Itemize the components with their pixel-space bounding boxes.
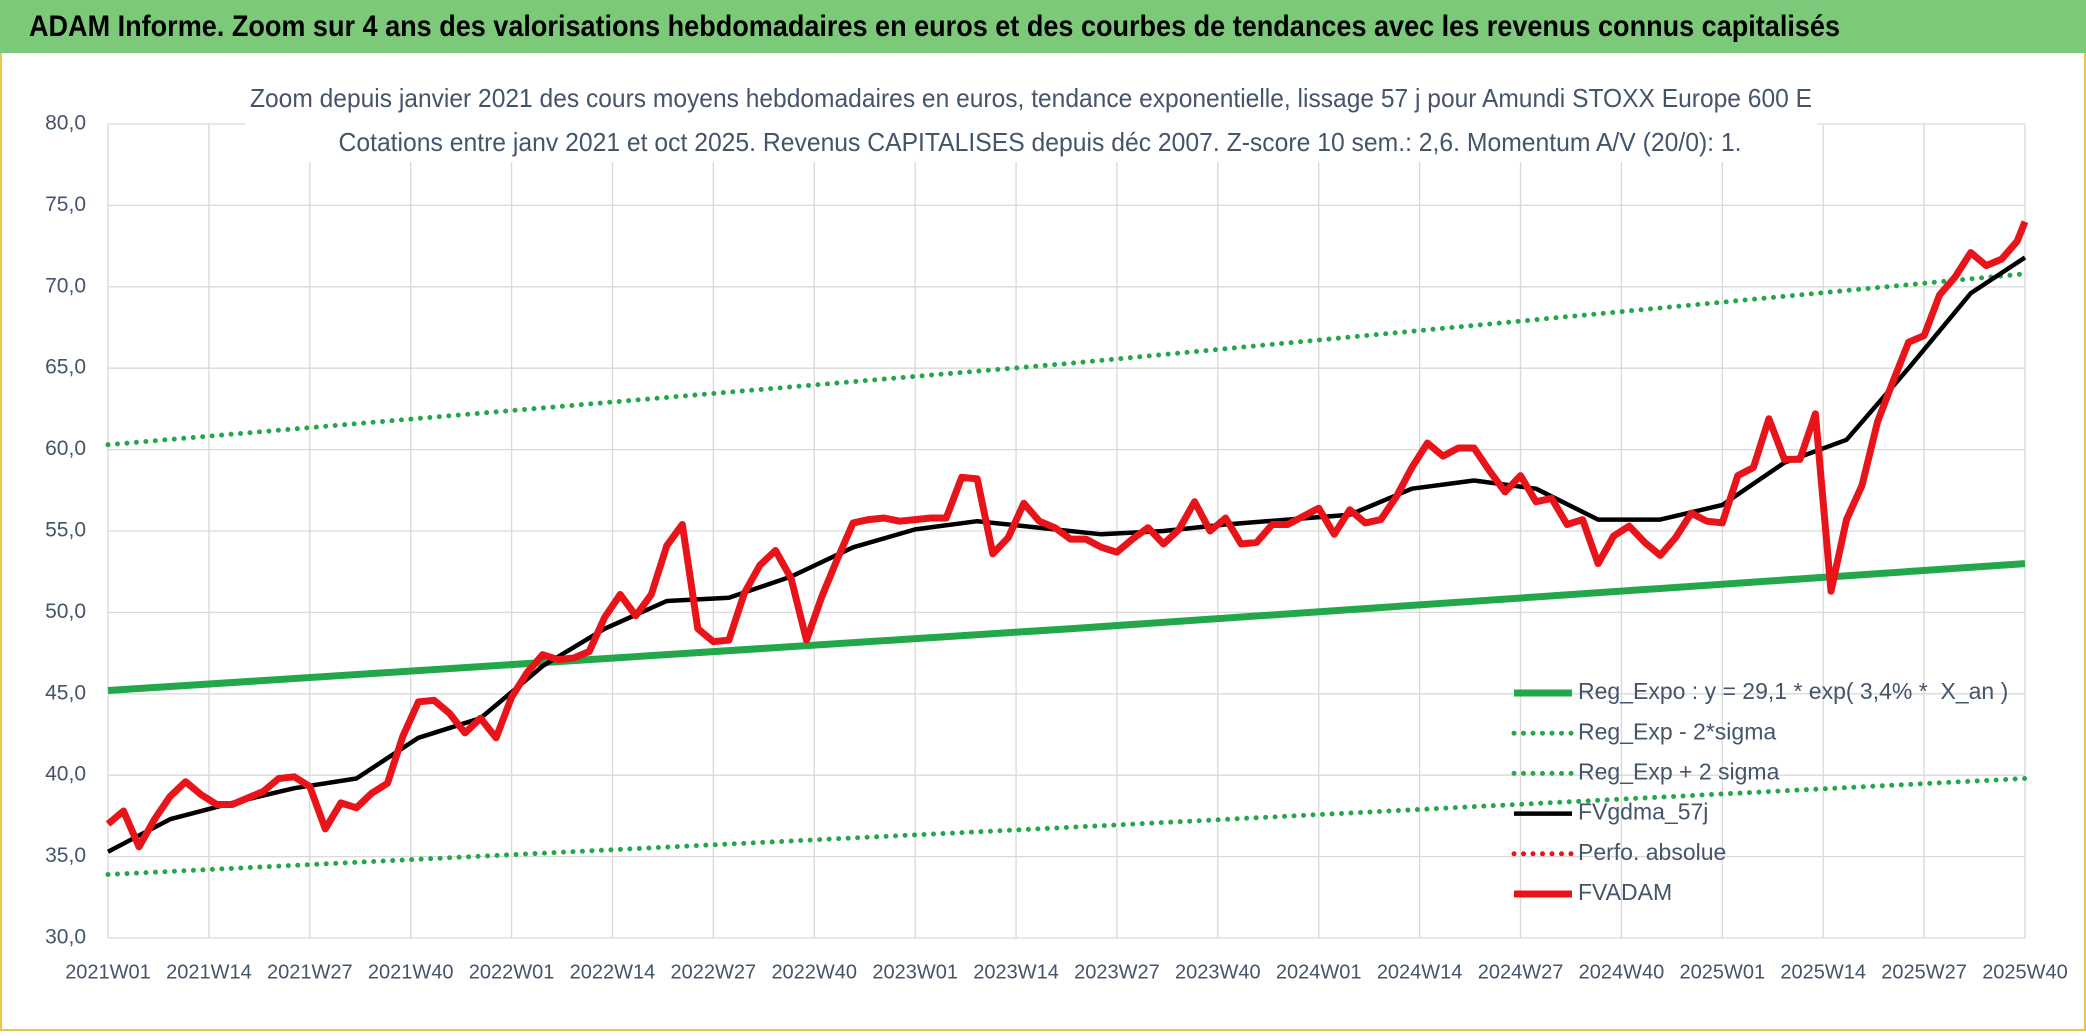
chart-subtitle: Cotations entre janv 2021 et oct 2025. R… (339, 127, 1742, 157)
x-tick-label: 2021W14 (166, 961, 252, 983)
x-tick-label: 2025W14 (1780, 961, 1866, 983)
legend-label: FVADAM (1578, 879, 1672, 905)
x-tick-label: 2022W27 (671, 961, 757, 983)
x-tick-label: 2023W40 (1175, 961, 1261, 983)
y-tick-label: 50,0 (45, 600, 86, 623)
header-title: ADAM Informe. Zoom sur 4 ans des valoris… (29, 10, 1840, 43)
plot-area: 30,0 35,0 40,0 45,0 50,0 55,0 60,0 65,0 70,0 75,0… (45, 112, 2068, 984)
x-tick-label: 2021W27 (267, 961, 353, 983)
y-tick-label: 45,0 (45, 681, 86, 704)
legend: Reg_Expo : y = 29,1 * exp( 3,4% * X_an )… (1511, 678, 2008, 905)
y-tick-label: 80,0 (45, 112, 86, 135)
x-tick-label: 2023W27 (1074, 961, 1160, 983)
y-tick-label: 55,0 (45, 519, 86, 542)
x-tick-label: 2025W27 (1881, 961, 1967, 983)
y-tick-label: 65,0 (45, 356, 86, 379)
x-tick-label: 2022W14 (570, 961, 656, 983)
x-tick-label: 2024W14 (1377, 961, 1463, 983)
series-line (105, 220, 2029, 851)
header-bar (0, 0, 2086, 53)
y-tick-label: 70,0 (45, 274, 86, 297)
series-line (107, 560, 2026, 694)
chart-title: Zoom depuis janvier 2021 des cours moyen… (250, 83, 1812, 113)
x-tick-label: 2021W01 (65, 961, 151, 983)
x-tick-label: 2025W40 (1982, 961, 2068, 983)
x-tick-label: 2021W40 (368, 961, 454, 983)
x-tick-label: 2024W01 (1276, 961, 1362, 983)
title-bg (245, 82, 1817, 162)
y-tick-label: 30,0 (45, 926, 86, 949)
legend-label: Perfo. absolue (1578, 839, 1726, 865)
x-tick-label: 2025W01 (1680, 961, 1766, 983)
x-tick-label: 2024W27 (1478, 961, 1564, 983)
x-tick-label: 2024W40 (1579, 961, 1665, 983)
y-tick-label: 60,0 (45, 437, 86, 460)
x-tick-label: 2023W01 (872, 961, 958, 983)
series-line (105, 776, 2028, 877)
x-tick-label: 2022W40 (771, 961, 857, 983)
y-tick-label: 75,0 (45, 193, 86, 216)
legend-label: Reg_Exp + 2 sigma (1578, 758, 1780, 784)
series-line (105, 271, 2028, 448)
series-line (106, 255, 2027, 854)
legend-label: Reg_Exp - 2*sigma (1578, 718, 1776, 744)
y-tick-label: 40,0 (45, 763, 86, 786)
y-tick-label: 35,0 (45, 844, 86, 867)
x-tick-label: 2022W01 (469, 961, 555, 983)
legend-label: Reg_Expo : y = 29,1 * exp( 3,4% * X_an ) (1578, 678, 2008, 704)
x-tick-label: 2023W14 (973, 961, 1059, 983)
legend-label: FVgdma_57j (1578, 799, 1708, 825)
